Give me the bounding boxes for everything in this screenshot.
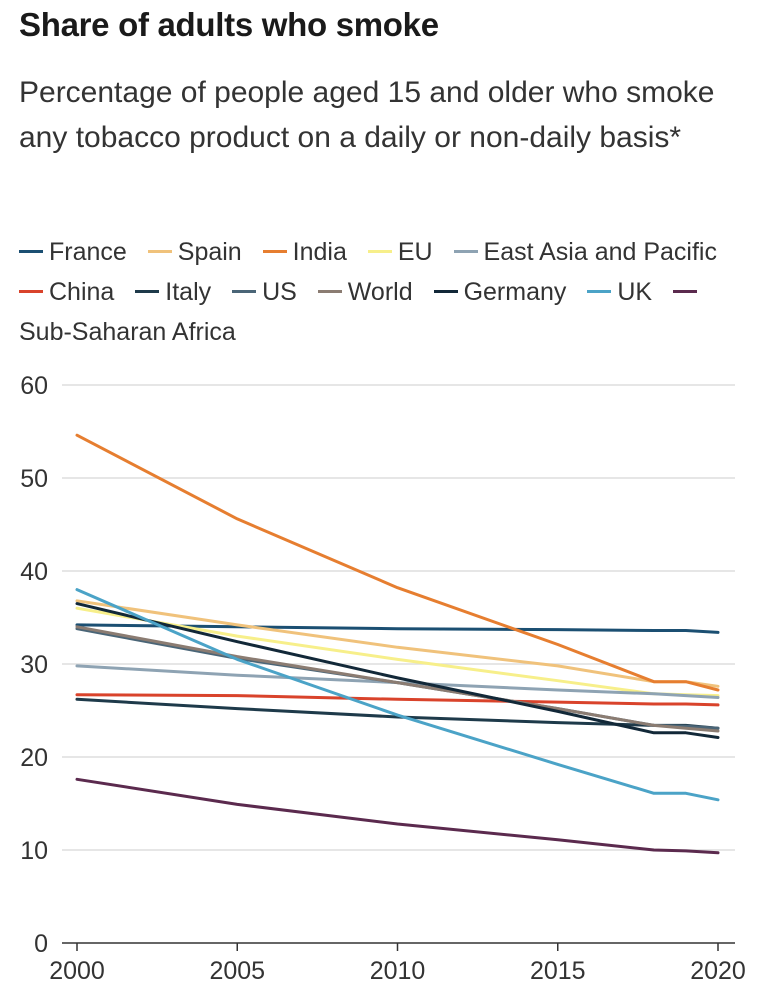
series-line-east-asia-and-pacific [75,664,720,699]
x-tick-label: 2010 [370,957,426,985]
x-tick-label: 2005 [209,957,265,985]
series-line-france [75,623,720,634]
legend-swatch [367,249,392,253]
legend-swatch [147,249,172,253]
y-tick-label: 0 [34,930,48,958]
chart-title: Share of adults who smoke [19,6,439,43]
legend-item-italy: Italy [135,278,211,306]
x-tick-label: 2020 [690,957,746,985]
y-tick-label: 60 [20,372,48,400]
legend-item-sub-saharan-africa: Sub-Saharan Africa [19,278,703,346]
legend-item-east-asia-and-pacific: East Asia and Pacific [453,238,717,266]
x-tick-label: 2000 [49,957,105,985]
legend-swatch [232,289,257,293]
legend-swatch [262,249,287,253]
y-tick-label: 10 [20,837,48,865]
legend-swatch [19,289,43,293]
legend-label: UK [617,278,653,306]
x-tick-label: 2015 [530,957,586,985]
legend-label: US [262,278,297,306]
series-line-sub-saharan-africa [75,777,720,855]
series-line-india [75,433,720,692]
legend-label: China [49,278,115,306]
legend-label: Italy [165,278,212,306]
legend-swatch [433,289,458,293]
legend-label: Sub-Saharan Africa [19,318,236,346]
legend-swatch [587,289,612,293]
line-chart: 0 10 20 30 40 50 60 2000 2005 2010 2015 2020 [20,372,746,985]
y-tick-label: 20 [20,744,48,772]
legend-label: Spain [177,238,242,266]
legend-label: World [347,278,413,306]
legend-swatch [317,289,342,293]
legend-label: Germany [463,278,567,306]
y-tick-label: 50 [20,465,48,493]
legend-item-germany: Germany [433,278,567,306]
chart-subtitle: Percentage of people aged 15 and older w… [19,76,715,154]
y-tick-label: 30 [20,651,48,679]
legend-label: France [49,238,127,266]
legend-swatch [19,249,43,253]
legend-item-eu: EU [367,238,433,266]
legend-label: India [292,238,347,266]
legend-item-spain: Spain [147,238,242,266]
legend-item-world: World [317,278,413,306]
legend-item-uk: UK [587,278,652,306]
legend-swatch [453,249,478,253]
legend-item-india: India [262,238,347,266]
y-tick-label: 40 [20,558,48,586]
legend-item-china: China [19,278,114,306]
legend-swatch [673,289,698,293]
legend-label: EU [397,238,433,266]
legend-swatch [135,289,160,293]
series-line-china [75,693,720,707]
legend-label: East Asia and Pacific [483,238,717,266]
chart-legend: France Spain India EU East Asia and Paci… [19,232,749,352]
legend-item-us: US [232,278,297,306]
series-line-world [75,625,720,733]
series-line-germany [75,602,720,739]
series-line-uk [75,588,720,802]
legend-item-france: France [19,238,127,266]
